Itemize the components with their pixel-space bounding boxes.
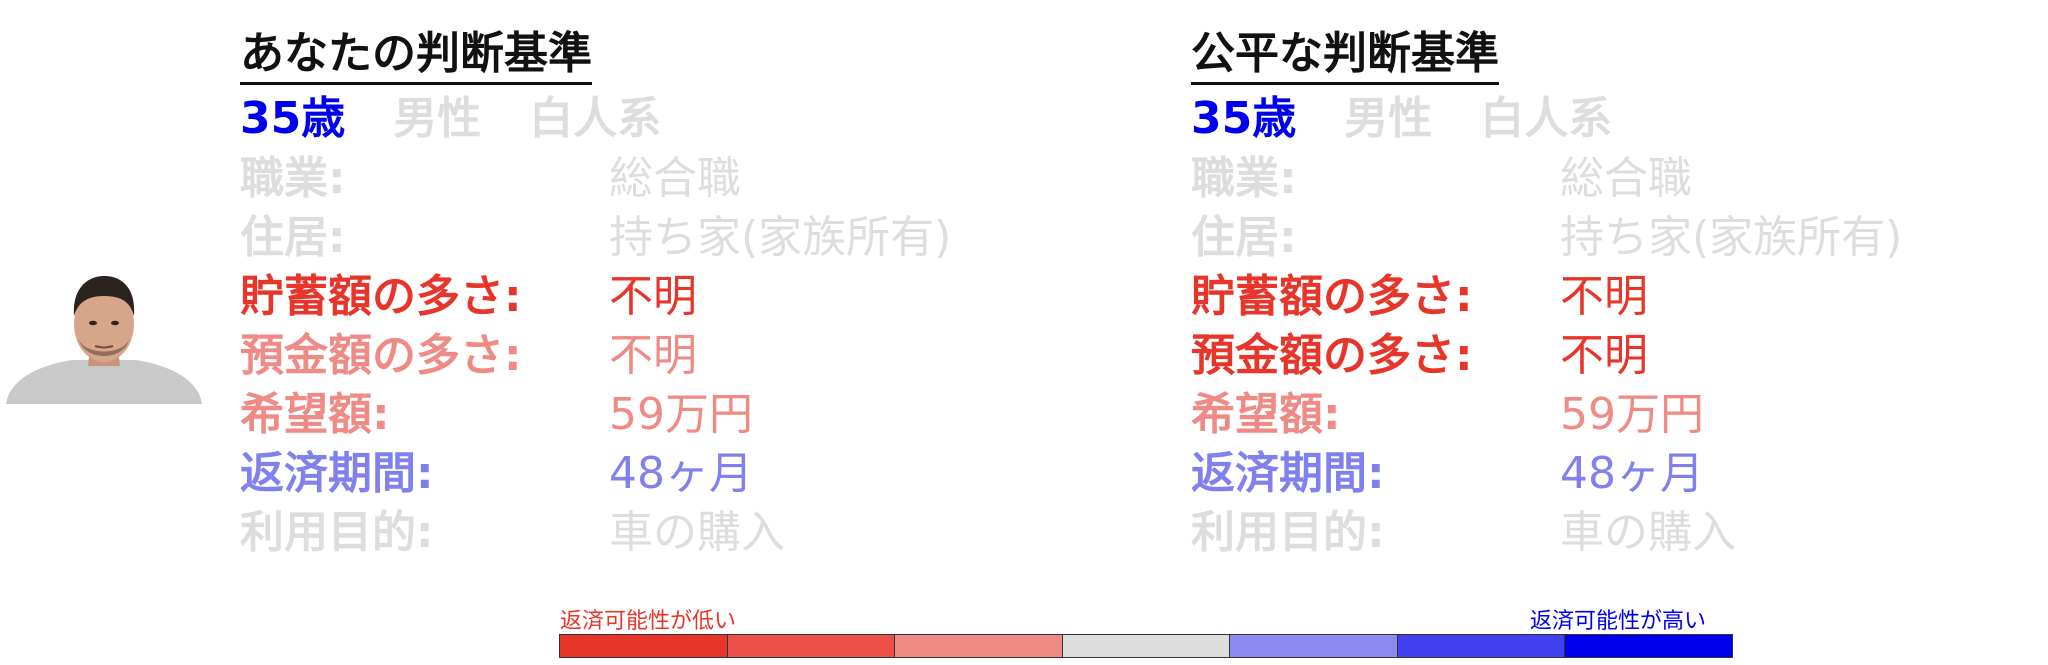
row-label: 貯蓄額の多さ: [1191, 271, 1473, 322]
color-scale-segment [1397, 635, 1566, 657]
age: 35歳 [1191, 93, 1297, 144]
row-value: 車の購入 [609, 507, 785, 558]
portrait-eye-left [89, 320, 97, 326]
row-repayment-period: 返済期間: 48ヶ月 [1191, 444, 2048, 503]
panel-title: 公平な判断基準 [1191, 26, 1499, 85]
row-purpose: 利用目的: 車の購入 [1191, 503, 2048, 562]
panel-title: あなたの判断基準 [240, 26, 592, 85]
portrait-beard [78, 338, 130, 356]
row-value: 48ヶ月 [1560, 448, 1704, 499]
row-occupation: 職業: 総合職 [240, 149, 1100, 208]
row-repayment-period: 返済期間: 48ヶ月 [240, 444, 1100, 503]
row-value: 持ち家(家族所有) [609, 212, 952, 263]
row-label: 希望額: [1191, 389, 1341, 440]
row-value: 59万円 [609, 389, 753, 440]
portrait-face [74, 286, 134, 362]
portrait-shoulders [6, 360, 202, 404]
row-label: 預金額の多さ: [240, 330, 522, 381]
row-purpose: 利用目的: 車の購入 [240, 503, 1100, 562]
color-scale-bar [559, 634, 1733, 658]
ethnicity: 白人系 [529, 93, 662, 144]
color-scale-segment [560, 635, 728, 657]
row-label: 利用目的: [240, 507, 434, 558]
row-value: 総合職 [609, 153, 741, 204]
row-value: 不明 [1560, 271, 1648, 322]
row-label: 返済期間: [240, 448, 434, 499]
row-requested-amount: 希望額: 59万円 [240, 385, 1100, 444]
row-label: 職業: [240, 153, 346, 204]
row-value: 総合職 [1560, 153, 1692, 204]
demographics: 35歳 男性 白人系 [240, 89, 1100, 149]
panel-fair-criteria: 公平な判断基準 35歳 男性 白人系 職業: 総合職 住居: 持ち家(家族所有) 貯… [1191, 26, 2048, 562]
portrait-mouth [94, 345, 114, 349]
row-label: 貯蓄額の多さ: [240, 271, 522, 322]
row-requested-amount: 希望額: 59万円 [1191, 385, 2048, 444]
demographics: 35歳 男性 白人系 [1191, 89, 2048, 149]
row-label: 希望額: [240, 389, 390, 440]
row-occupation: 職業: 総合職 [1191, 149, 2048, 208]
row-deposits: 預金額の多さ: 不明 [240, 326, 1100, 385]
row-label: 返済期間: [1191, 448, 1385, 499]
row-value: 持ち家(家族所有) [1560, 212, 1903, 263]
gender: 男性 [393, 93, 482, 144]
row-housing: 住居: 持ち家(家族所有) [240, 208, 1100, 267]
row-value: 不明 [609, 330, 697, 381]
row-savings: 貯蓄額の多さ: 不明 [240, 267, 1100, 326]
row-savings: 貯蓄額の多さ: 不明 [1191, 267, 2048, 326]
gender: 男性 [1344, 93, 1433, 144]
row-deposits: 預金額の多さ: 不明 [1191, 326, 2048, 385]
color-scale-segment [895, 635, 1063, 657]
row-value: 車の購入 [1560, 507, 1736, 558]
row-label: 預金額の多さ: [1191, 330, 1473, 381]
portrait-hair [73, 276, 135, 316]
row-housing: 住居: 持ち家(家族所有) [1191, 208, 2048, 267]
color-scale-segment [1565, 635, 1733, 657]
row-value: 48ヶ月 [609, 448, 753, 499]
row-value: 59万円 [1560, 389, 1704, 440]
row-label: 住居: [240, 212, 346, 263]
panel-your-criteria: あなたの判断基準 35歳 男性 白人系 職業: 総合職 住居: 持ち家(家族所有) … [240, 26, 1100, 562]
color-scale-segment [727, 635, 896, 657]
ethnicity: 白人系 [1480, 93, 1613, 144]
legend-low-label: 返済可能性が低い [560, 609, 737, 634]
row-label: 職業: [1191, 153, 1297, 204]
color-scale-segment [1230, 635, 1398, 657]
portrait-eye-right [111, 320, 119, 326]
row-value: 不明 [609, 271, 697, 322]
color-scale-segment [1062, 635, 1231, 657]
row-value: 不明 [1560, 330, 1648, 381]
age: 35歳 [240, 93, 346, 144]
row-label: 利用目的: [1191, 507, 1385, 558]
row-label: 住居: [1191, 212, 1297, 263]
person-portrait [6, 276, 202, 404]
legend-high-label: 返済可能性が高い [1530, 609, 1707, 634]
